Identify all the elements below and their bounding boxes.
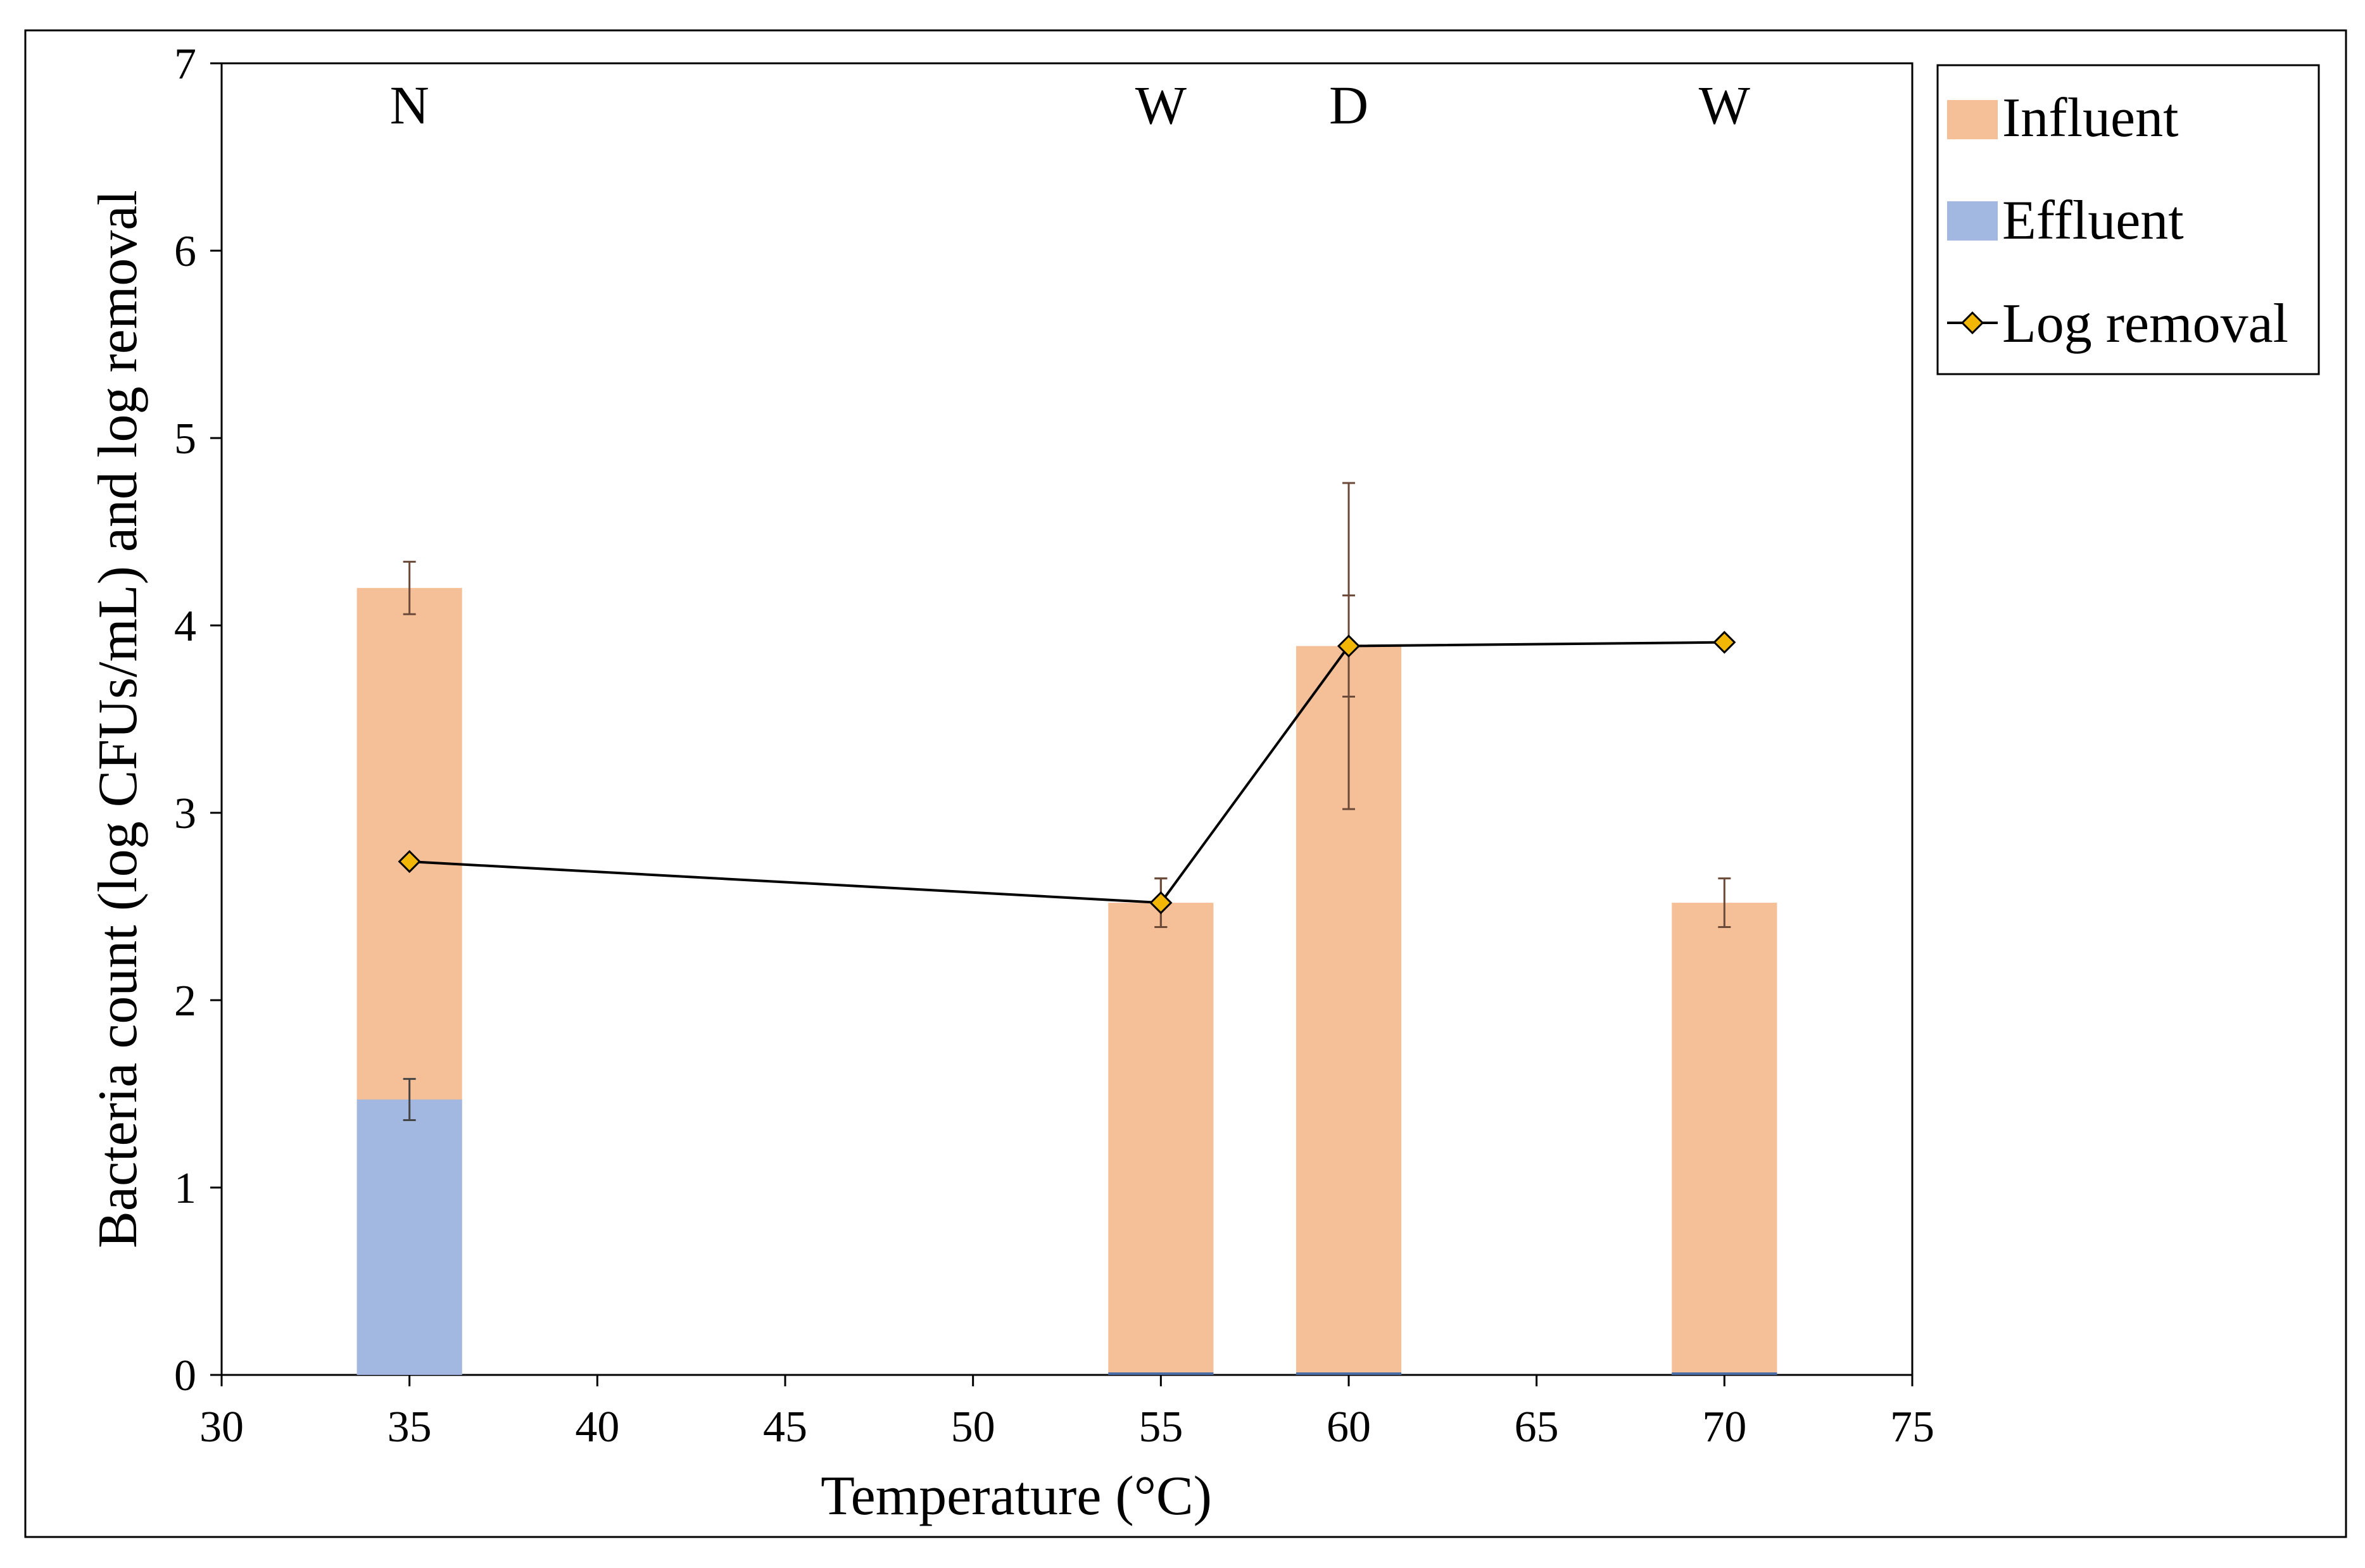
log-removal-marker-70 — [1713, 630, 1736, 654]
annotation-label-60: D — [1329, 75, 1368, 135]
annotation-label-35: N — [390, 75, 429, 135]
x-tick-label-60: 60 — [1327, 1403, 1371, 1452]
legend-swatch-influent — [1947, 100, 1998, 139]
x-tick-label-45: 45 — [763, 1403, 807, 1452]
bar-influent-55 — [1108, 903, 1214, 1375]
bar-effluent-60 — [1296, 1372, 1402, 1375]
bar-effluent-35 — [356, 1099, 462, 1375]
legend-swatch-effluent — [1947, 201, 1998, 241]
x-tick-label-75: 75 — [1890, 1403, 1934, 1452]
bars-layer — [356, 587, 1777, 1375]
annotation-label-55: W — [1135, 75, 1187, 135]
log-removal-line-layer — [398, 630, 1736, 915]
annotation-label-70: W — [1699, 75, 1750, 135]
x-tick-label-40: 40 — [575, 1403, 619, 1452]
y-tick-label-7: 7 — [174, 40, 196, 89]
legend-label-log-removal: Log removal — [2002, 293, 2288, 354]
y-tick-label-3: 3 — [174, 789, 196, 838]
log-removal-marker-60 — [1337, 634, 1361, 658]
legend-label-influent: Influent — [2002, 87, 2179, 149]
y-tick-label-1: 1 — [174, 1164, 196, 1213]
y-tick-label-5: 5 — [174, 415, 196, 463]
x-tick-label-55: 55 — [1138, 1403, 1183, 1452]
x-tick-label-50: 50 — [951, 1403, 995, 1452]
legend-marker-log-removal — [1960, 311, 1984, 335]
log-removal-line — [409, 641, 1725, 905]
legend-label-effluent: Effluent — [2002, 190, 2184, 251]
bar-effluent-55 — [1108, 1372, 1214, 1375]
x-tick-label-35: 35 — [388, 1403, 432, 1452]
x-tick-label-30: 30 — [199, 1403, 244, 1452]
x-tick-label-65: 65 — [1515, 1403, 1559, 1452]
legend: Influent Effluent Log removal — [1936, 64, 2320, 375]
y-tick-label-6: 6 — [174, 227, 196, 276]
plot-area — [220, 62, 1914, 1376]
y-tick-label-0: 0 — [174, 1352, 196, 1400]
legend-box — [1936, 64, 2320, 375]
y-axis-title: Bacteria count (log CFUs/mL) and log rem… — [87, 190, 149, 1248]
x-tick-label-70: 70 — [1702, 1403, 1746, 1452]
x-axis-title: Temperature (°C) — [821, 1465, 1212, 1527]
bar-influent-70 — [1672, 903, 1777, 1375]
log-removal-marker-35 — [398, 850, 421, 874]
y-tick-label-2: 2 — [174, 977, 196, 1025]
y-tick-label-4: 4 — [174, 602, 196, 651]
bar-effluent-70 — [1672, 1372, 1777, 1375]
log-removal-marker-55 — [1149, 891, 1173, 915]
